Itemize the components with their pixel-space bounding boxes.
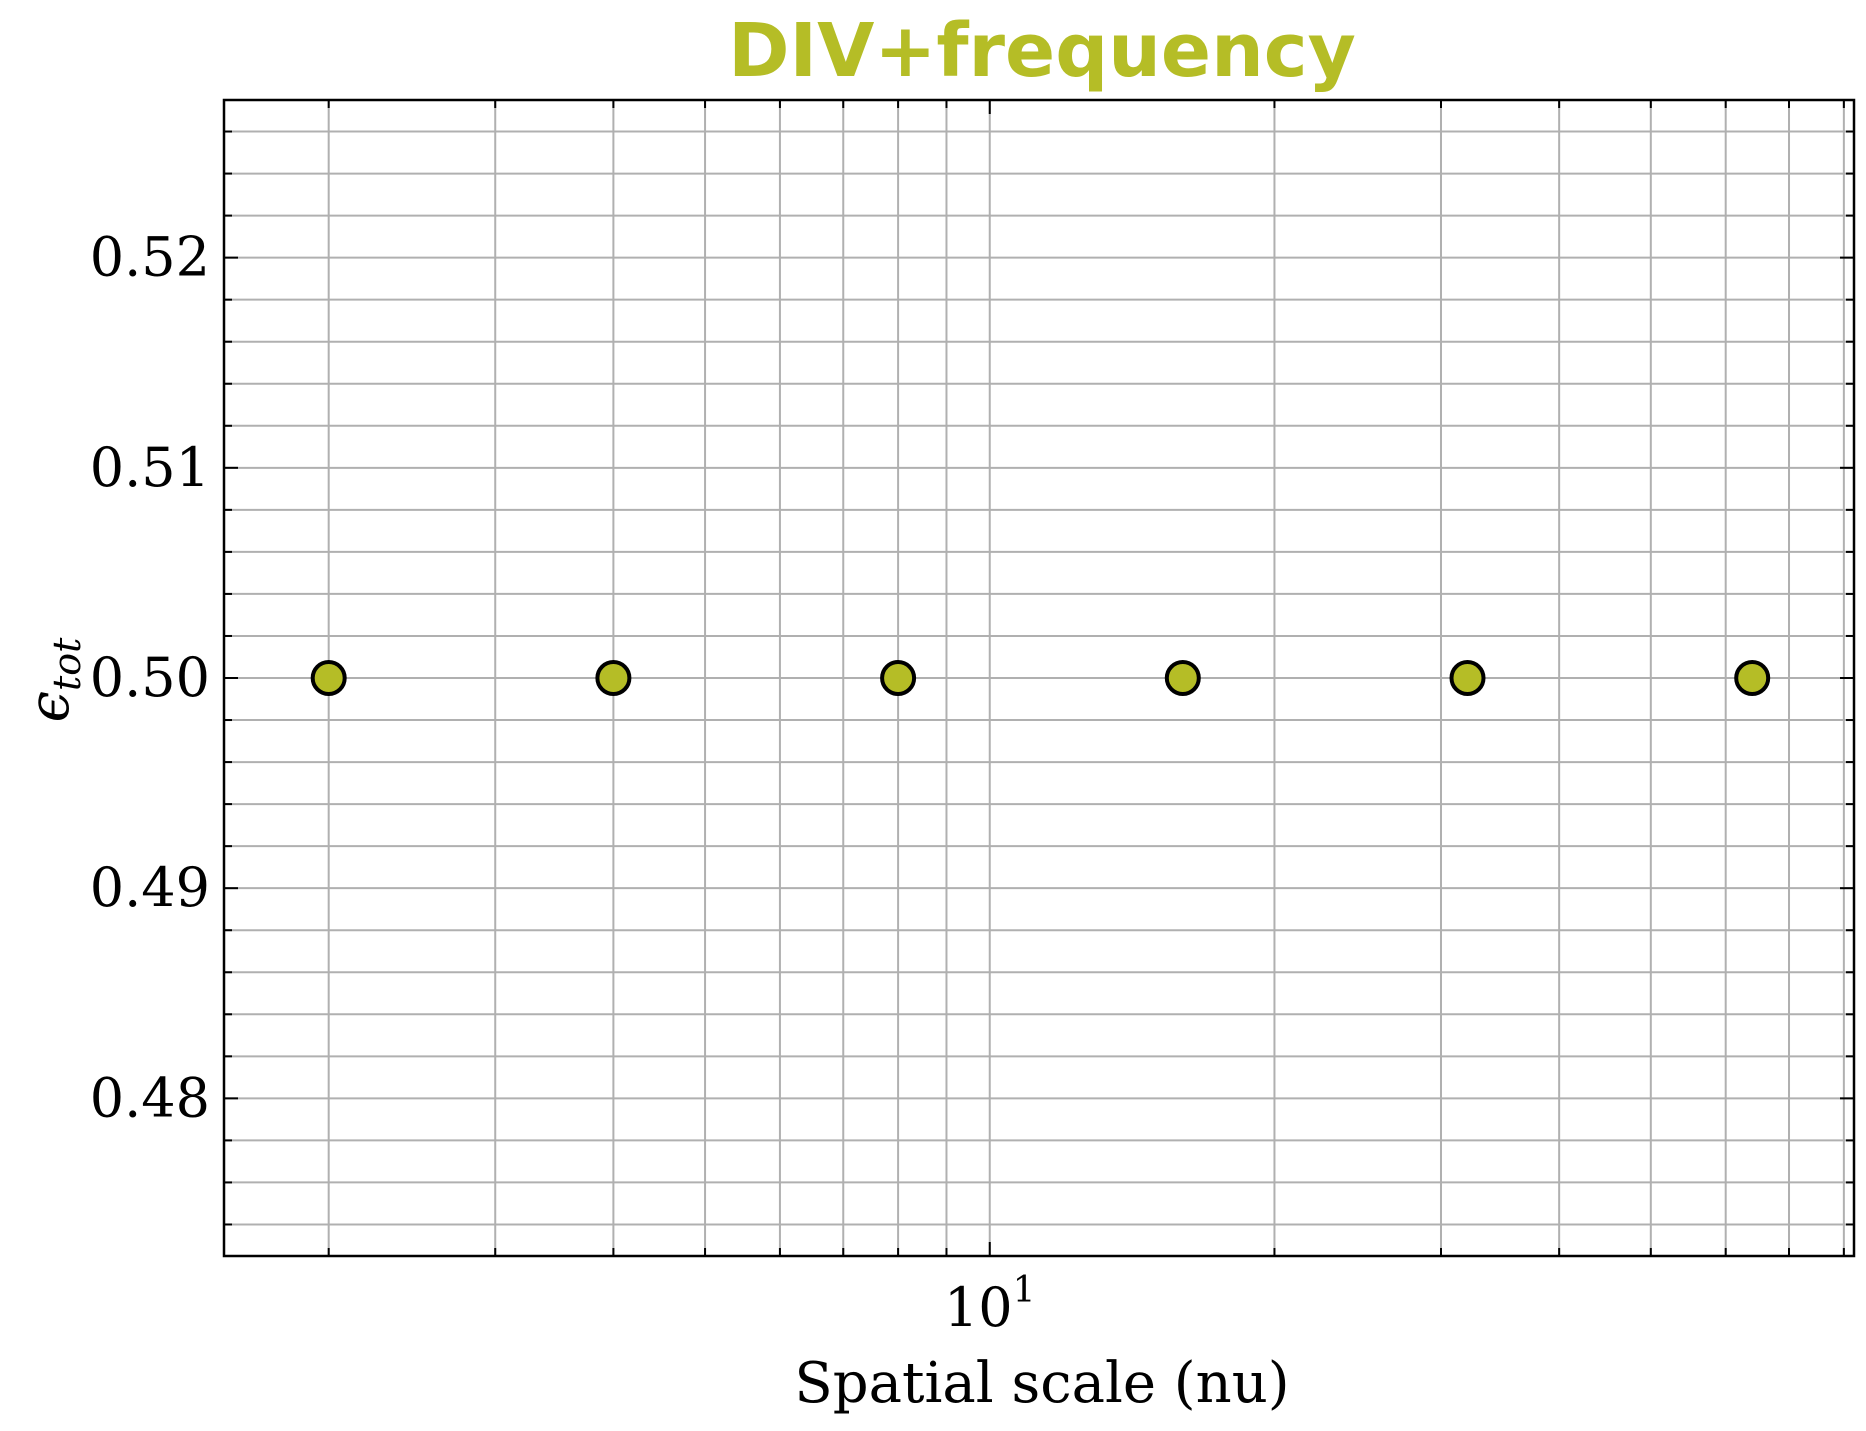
data-point: [595, 660, 632, 696]
x-tick-label-base: 10: [944, 1276, 1013, 1339]
data-point: [1449, 660, 1486, 696]
data-point: [1734, 660, 1771, 696]
data-point: [1164, 660, 1201, 696]
x-tick-label: 101: [944, 1270, 1036, 1339]
y-axis-label-subscript: tot: [45, 637, 89, 691]
plot-frame: [222, 98, 1856, 1258]
y-tick-label: 0.49: [90, 856, 210, 919]
x-tick-label-exponent: 1: [1013, 1270, 1036, 1311]
y-tick-label: 0.50: [90, 646, 210, 709]
y-tick-label: 0.52: [90, 226, 210, 289]
y-axis-label-symbol: ϵ: [17, 691, 82, 722]
y-tick-label: 0.48: [90, 1066, 210, 1129]
data-points: [310, 660, 1771, 696]
grid: [224, 100, 1854, 1256]
axis-ticks: [224, 100, 1854, 1256]
chart-title: DIV+frequency: [728, 8, 1356, 94]
x-tick-labels: 101: [944, 1270, 1036, 1339]
svg-text:ϵtot: ϵtot: [17, 637, 89, 723]
y-tick-labels: 0.48 0.49 0.50 0.51 0.52: [90, 226, 210, 1130]
y-tick-label: 0.51: [90, 436, 210, 499]
data-point: [880, 660, 917, 696]
data-point: [310, 660, 347, 696]
x-axis-label: Spatial scale (nu): [794, 1351, 1289, 1416]
y-axis-label: ϵtot: [17, 637, 89, 723]
